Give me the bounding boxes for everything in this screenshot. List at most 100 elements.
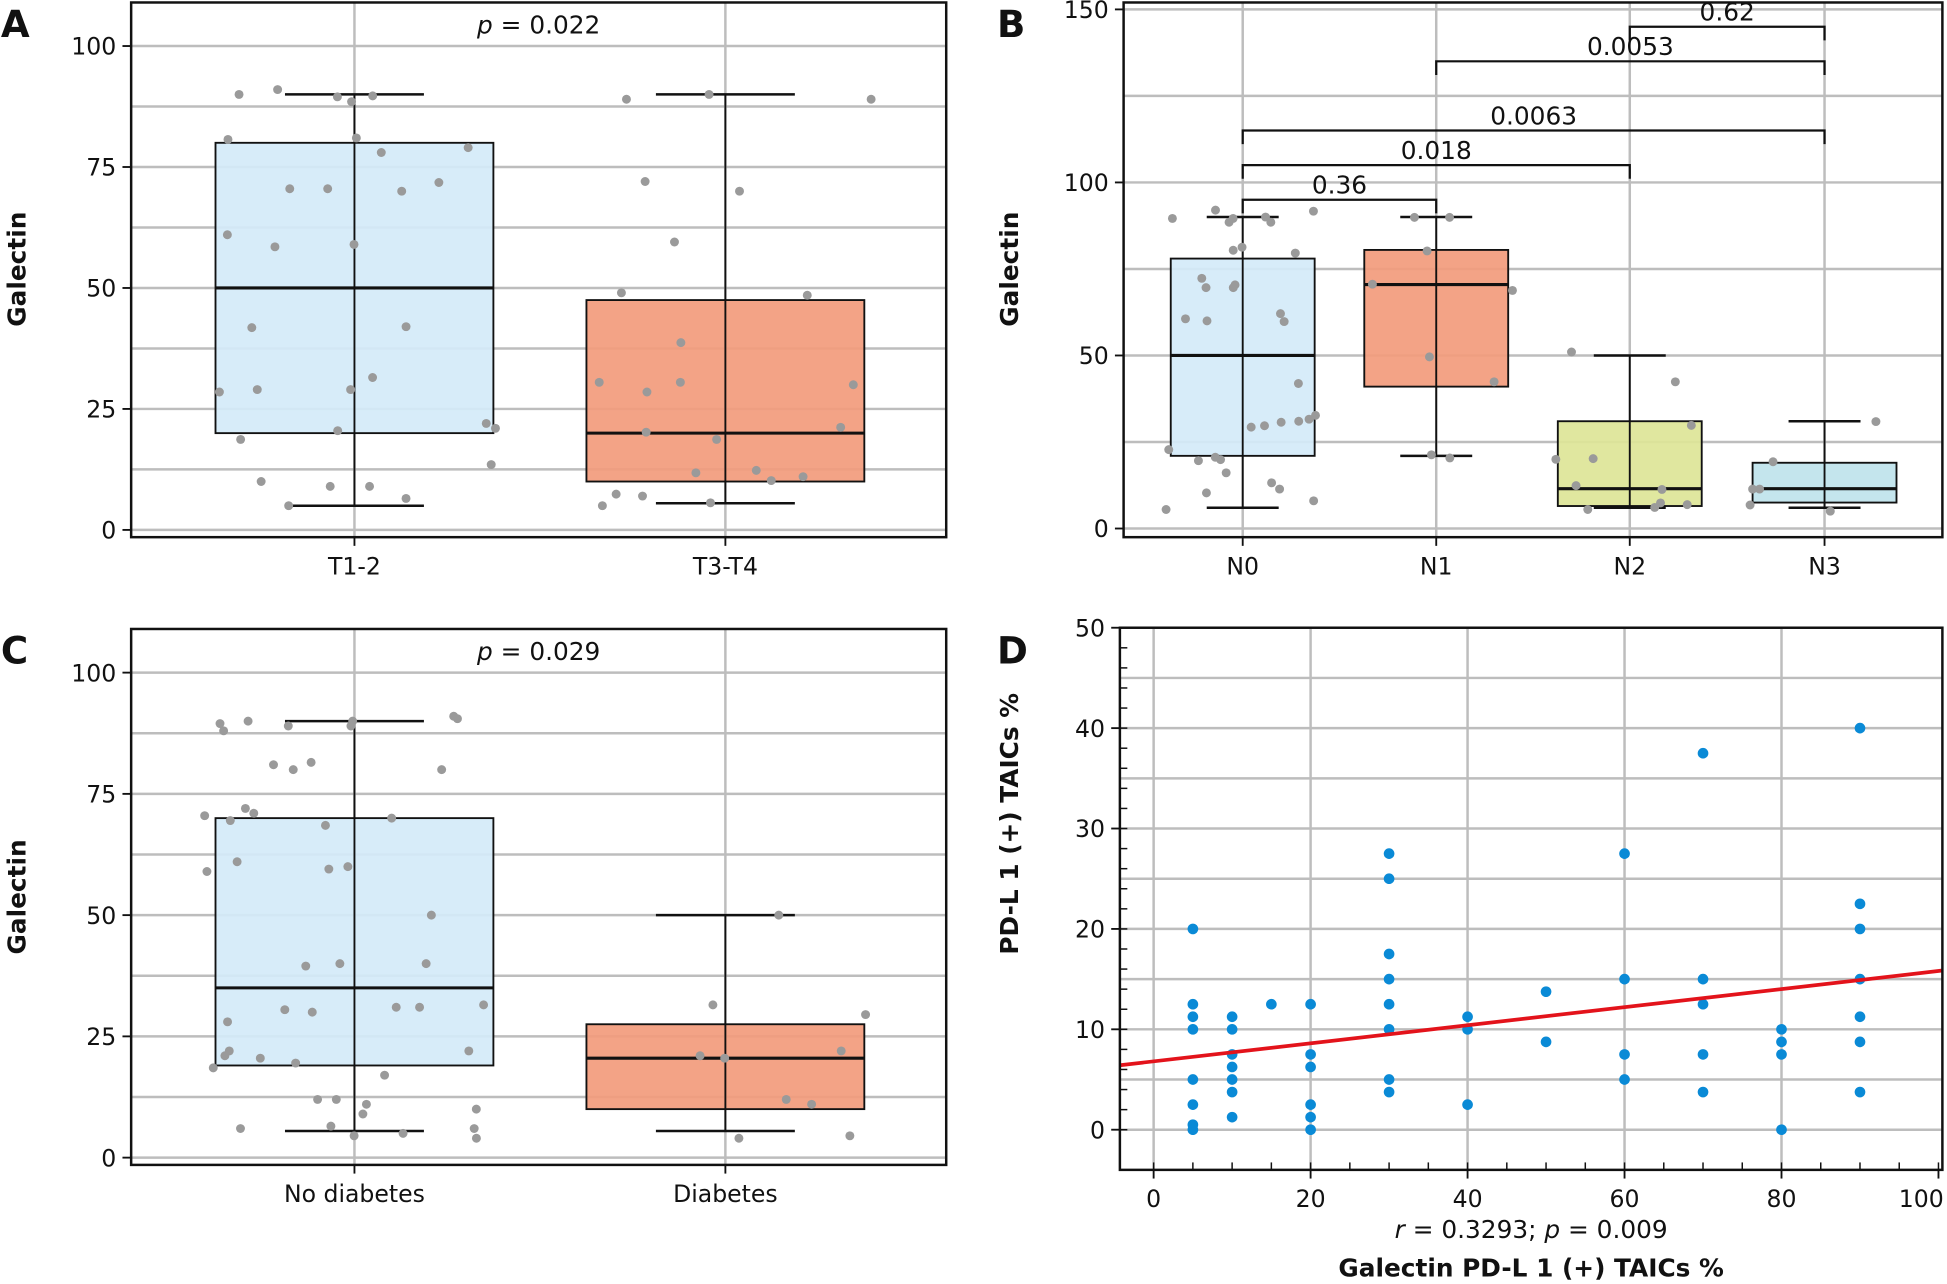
data-point: [1871, 417, 1881, 427]
data-point: [1489, 377, 1499, 387]
y-tick-label: 75: [86, 154, 116, 182]
data-point: [491, 423, 500, 433]
data-point: [1226, 1074, 1238, 1085]
data-point: [283, 721, 293, 731]
data-point: [1226, 1023, 1238, 1035]
data-point: [1383, 873, 1395, 885]
data-point: [397, 186, 407, 196]
data-point: [1167, 213, 1177, 223]
p-value-annotation: p = 0.022: [476, 10, 600, 39]
data-point: [861, 1010, 871, 1020]
data-point: [1221, 468, 1231, 478]
data-point: [691, 468, 701, 478]
data-point: [751, 465, 761, 475]
data-point: [1187, 923, 1199, 935]
data-point: [1508, 285, 1517, 295]
data-point: [1776, 1049, 1787, 1060]
data-point: [368, 91, 378, 101]
plot-frame: [129, 627, 948, 1167]
y-axis-label: Galectin: [3, 212, 32, 327]
y-tick-label: 30: [1075, 815, 1105, 843]
data-point: [611, 489, 621, 499]
data-point: [1228, 245, 1238, 255]
data-point: [1161, 505, 1171, 514]
data-point: [836, 422, 846, 432]
data-point: [437, 765, 447, 775]
data-point: [349, 239, 359, 249]
data-point: [280, 1005, 290, 1015]
y-tick-label: 50: [1079, 342, 1109, 370]
data-point: [1308, 206, 1318, 216]
panel-C: C Galectin 0 25 50 75 100 No diabetes Diabetes p …: [1, 627, 948, 1208]
data-point: [1164, 445, 1174, 455]
data-point: [1619, 848, 1630, 859]
data-point: [708, 1000, 718, 1010]
y-tick-label: 100: [71, 33, 116, 61]
bracket-p-value: 0.36: [1312, 171, 1367, 200]
x-tick-label: N1: [1420, 552, 1453, 580]
x-tick-label: 60: [1610, 1185, 1640, 1213]
data-point: [1697, 998, 1709, 1010]
data-point: [1567, 347, 1576, 357]
significance-bracket: [1628, 25, 1826, 41]
data-point: [326, 1121, 336, 1131]
data-point: [1187, 1011, 1199, 1023]
y-tick-label: 25: [86, 1023, 116, 1051]
data-point: [1383, 948, 1395, 960]
data-point: [1697, 973, 1709, 985]
data-point: [1854, 1036, 1866, 1048]
data-point: [380, 1070, 390, 1080]
data-point: [346, 385, 356, 395]
x-tick-label: 100: [1899, 1185, 1944, 1213]
data-point: [243, 716, 253, 726]
p-symbol: p: [1543, 1215, 1560, 1244]
data-point: [1267, 478, 1277, 488]
data-point: [452, 714, 462, 724]
data-point: [1745, 500, 1755, 510]
x-tick-label: N3: [1808, 552, 1841, 580]
data-point: [426, 910, 436, 920]
data-point: [347, 97, 357, 107]
data-point: [1197, 273, 1207, 283]
data-point: [376, 148, 386, 157]
data-point: [471, 1104, 481, 1114]
data-point: [291, 1058, 301, 1068]
data-point: [675, 377, 685, 387]
data-point: [1697, 1086, 1709, 1098]
data-point: [766, 476, 776, 486]
bracket-p-value: 0.62: [1700, 0, 1755, 27]
data-point: [642, 387, 652, 397]
data-point: [415, 1002, 425, 1012]
y-axis-label: PD-L 1 (+) TAICs %: [995, 693, 1024, 955]
data-point: [1854, 1086, 1866, 1098]
data-point: [1309, 496, 1319, 506]
x-axis-label: Galectin PD-L 1 (+) TAICs %: [1338, 1254, 1724, 1283]
panel-letter: A: [1, 2, 30, 46]
data-point: [638, 491, 647, 501]
data-point: [225, 816, 235, 826]
y-tick-label: 0: [1090, 1116, 1105, 1144]
data-point: [307, 1007, 317, 1017]
data-point: [351, 133, 361, 143]
data-point: [1424, 352, 1434, 362]
data-point: [1540, 986, 1552, 997]
data-point: [1776, 1036, 1787, 1048]
data-point: [1181, 314, 1190, 324]
x-tick-label: 0: [1146, 1185, 1161, 1213]
y-tick-label: 75: [86, 781, 116, 809]
data-point: [325, 481, 335, 491]
data-point: [1383, 1023, 1395, 1035]
regression-line: [1119, 968, 1943, 1068]
y-tick-label: 100: [1064, 169, 1109, 197]
data-point: [324, 864, 334, 874]
data-point: [1383, 1086, 1395, 1098]
p-value-annotation: p = 0.029: [476, 637, 600, 666]
data-point: [220, 1051, 230, 1061]
y-tick-label: 40: [1075, 715, 1105, 743]
data-point: [252, 385, 262, 395]
data-point: [1202, 316, 1212, 326]
data-point: [1619, 1074, 1630, 1085]
data-point: [1383, 848, 1395, 859]
data-point: [486, 460, 496, 470]
